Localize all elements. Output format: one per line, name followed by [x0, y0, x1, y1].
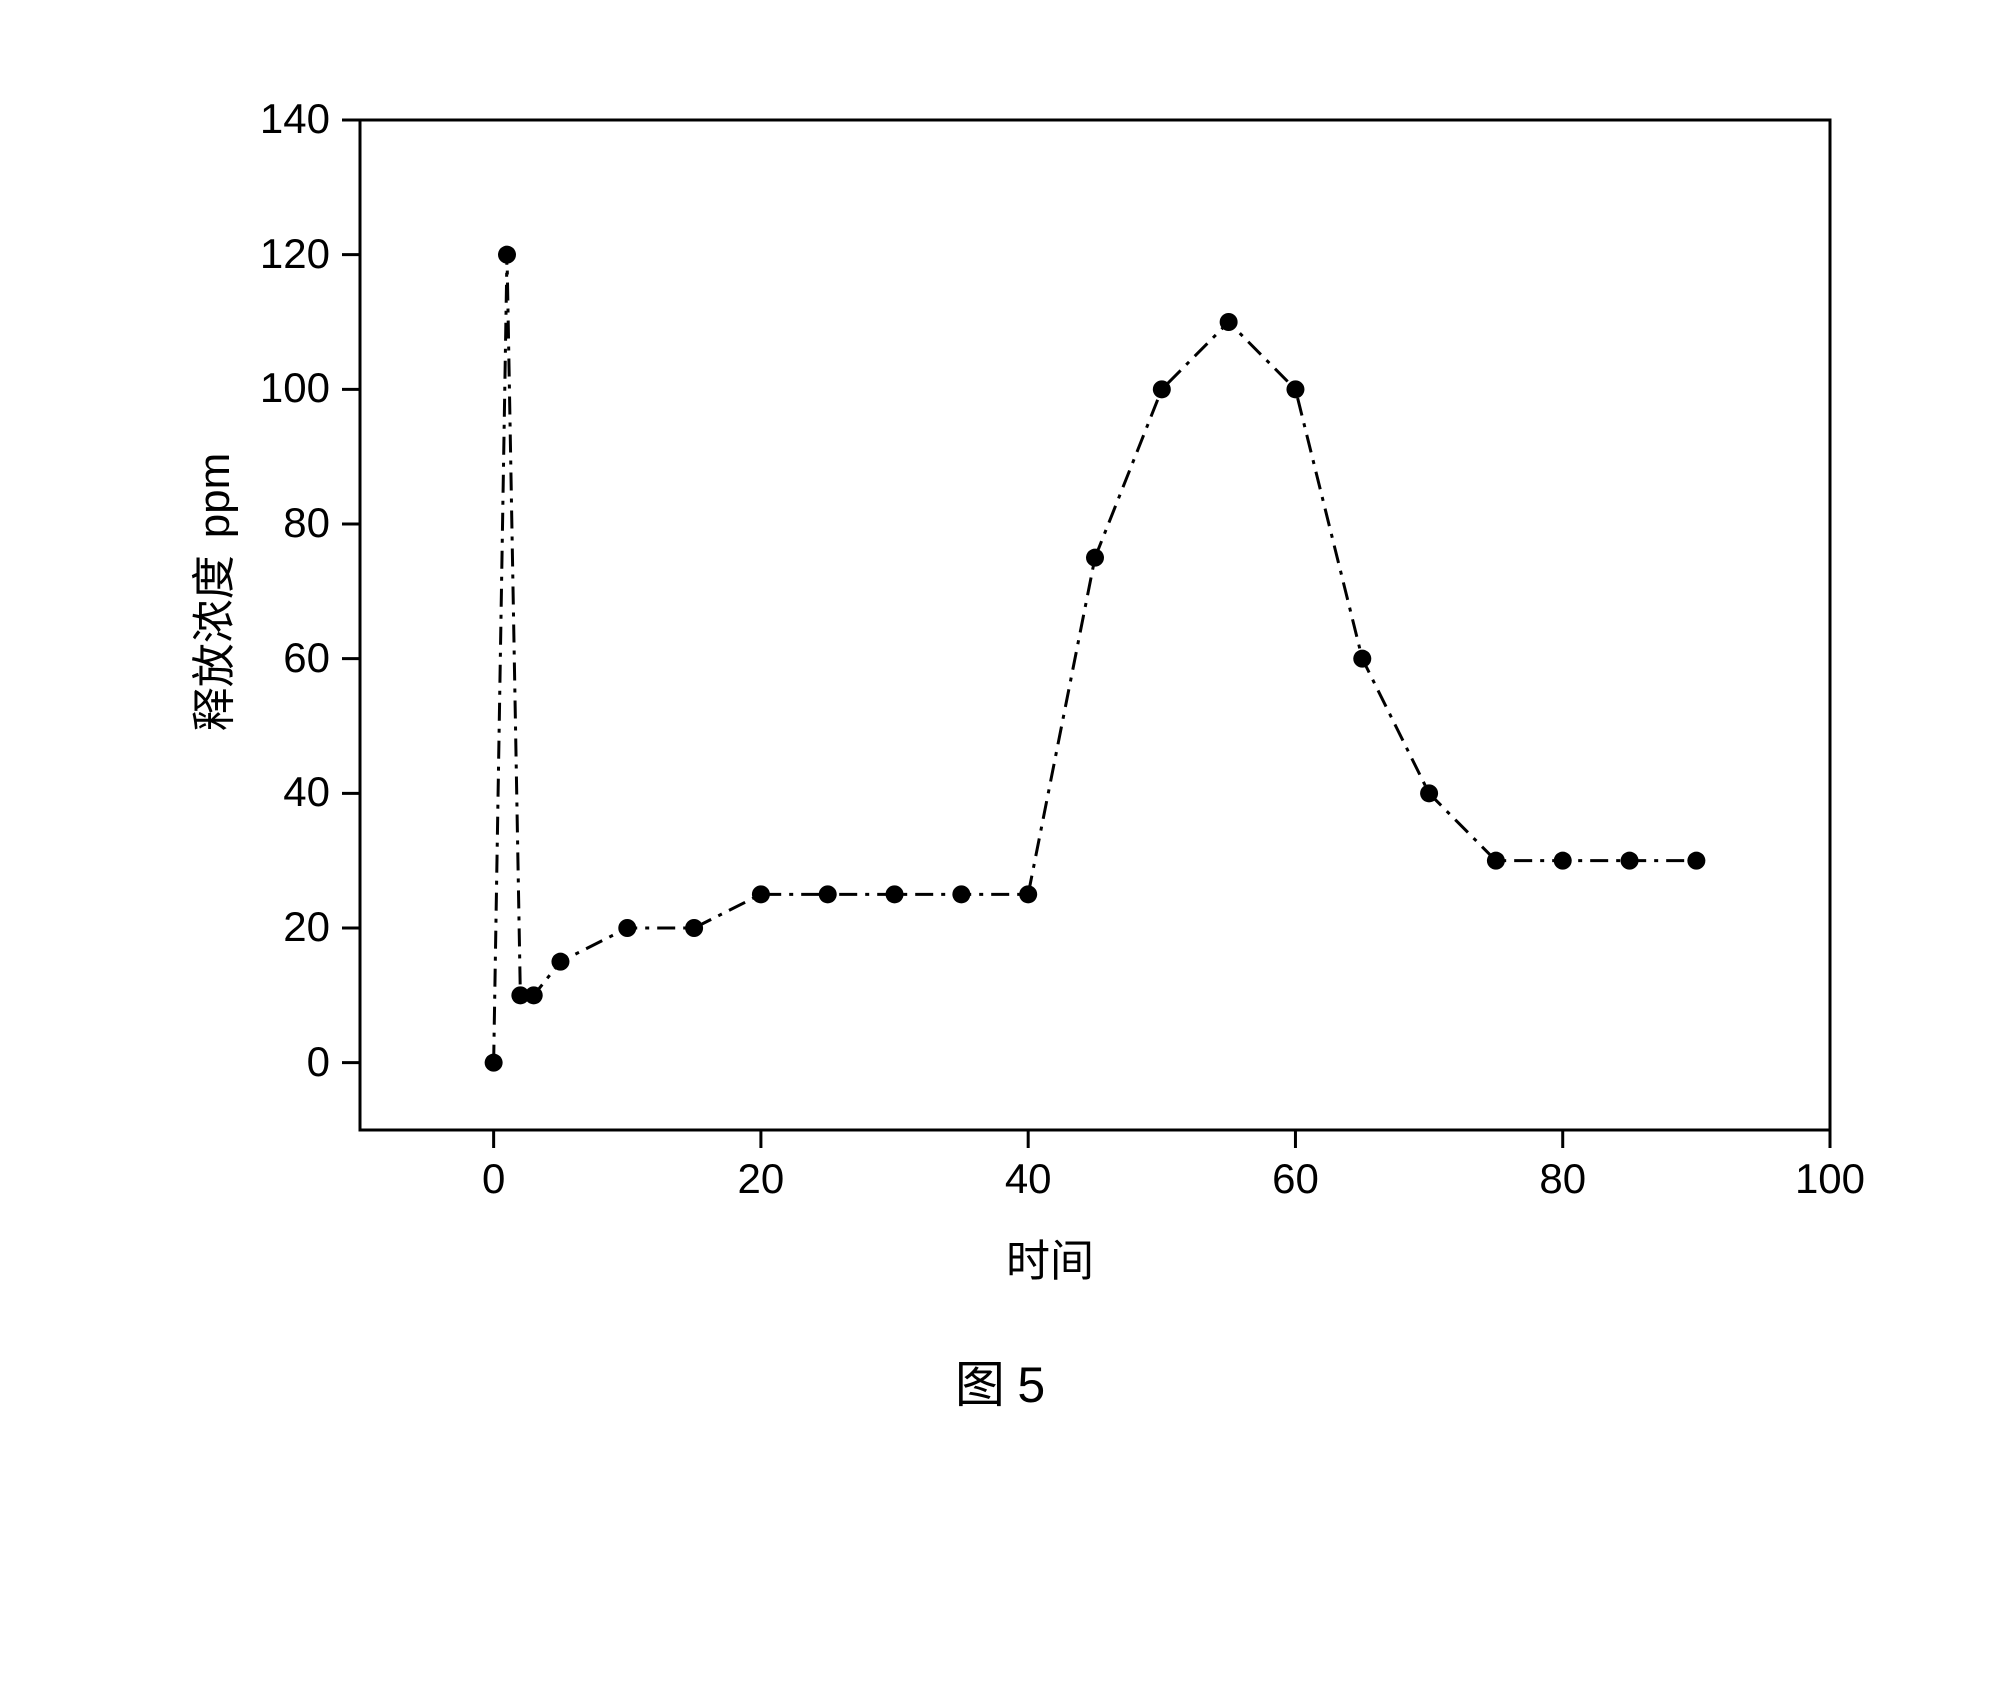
data-point: [498, 246, 516, 264]
series-line: [494, 255, 1697, 1063]
x-tick-label: 0: [454, 1155, 534, 1203]
y-axis-label-unit: ppm: [190, 453, 239, 539]
data-point: [1621, 852, 1639, 870]
data-point: [1487, 852, 1505, 870]
data-point: [685, 919, 703, 937]
data-point: [551, 953, 569, 971]
data-point: [1019, 885, 1037, 903]
data-point: [1086, 549, 1104, 567]
y-tick-label: 80: [240, 499, 330, 547]
x-tick-label: 80: [1523, 1155, 1603, 1203]
data-point: [618, 919, 636, 937]
data-point: [886, 885, 904, 903]
data-point: [1554, 852, 1572, 870]
x-tick-label: 60: [1255, 1155, 1335, 1203]
data-point: [485, 1054, 503, 1072]
y-axis-label: 释放浓度 ppm: [178, 442, 242, 742]
data-point: [752, 885, 770, 903]
data-point: [1286, 380, 1304, 398]
data-point: [1420, 784, 1438, 802]
y-axis-label-cn: 释放浓度: [190, 555, 239, 731]
caption-num: 5: [1017, 1357, 1045, 1413]
y-tick-label: 140: [240, 95, 330, 143]
x-tick-label: 20: [721, 1155, 801, 1203]
chart-container: 释放浓度 ppm 时间 图 5 0 20 40 60 80 100 0 20 40 60 80 100…: [0, 0, 2008, 1682]
x-axis-label: 时间: [900, 1225, 1200, 1289]
data-point: [1353, 650, 1371, 668]
y-tick-label: 60: [240, 634, 330, 682]
y-tick-label: 100: [240, 364, 330, 412]
caption-cn: 图: [955, 1357, 1005, 1413]
y-tick-label: 20: [240, 903, 330, 951]
figure-caption: 图 5: [850, 1345, 1150, 1417]
data-point: [1220, 313, 1238, 331]
data-point: [1687, 852, 1705, 870]
y-tick-label: 120: [240, 230, 330, 278]
x-tick-label: 100: [1790, 1155, 1870, 1203]
y-tick-label: 0: [240, 1038, 330, 1086]
data-point: [952, 885, 970, 903]
data-point: [525, 986, 543, 1004]
data-point: [819, 885, 837, 903]
data-point: [1153, 380, 1171, 398]
y-tick-label: 40: [240, 768, 330, 816]
x-tick-label: 40: [988, 1155, 1068, 1203]
